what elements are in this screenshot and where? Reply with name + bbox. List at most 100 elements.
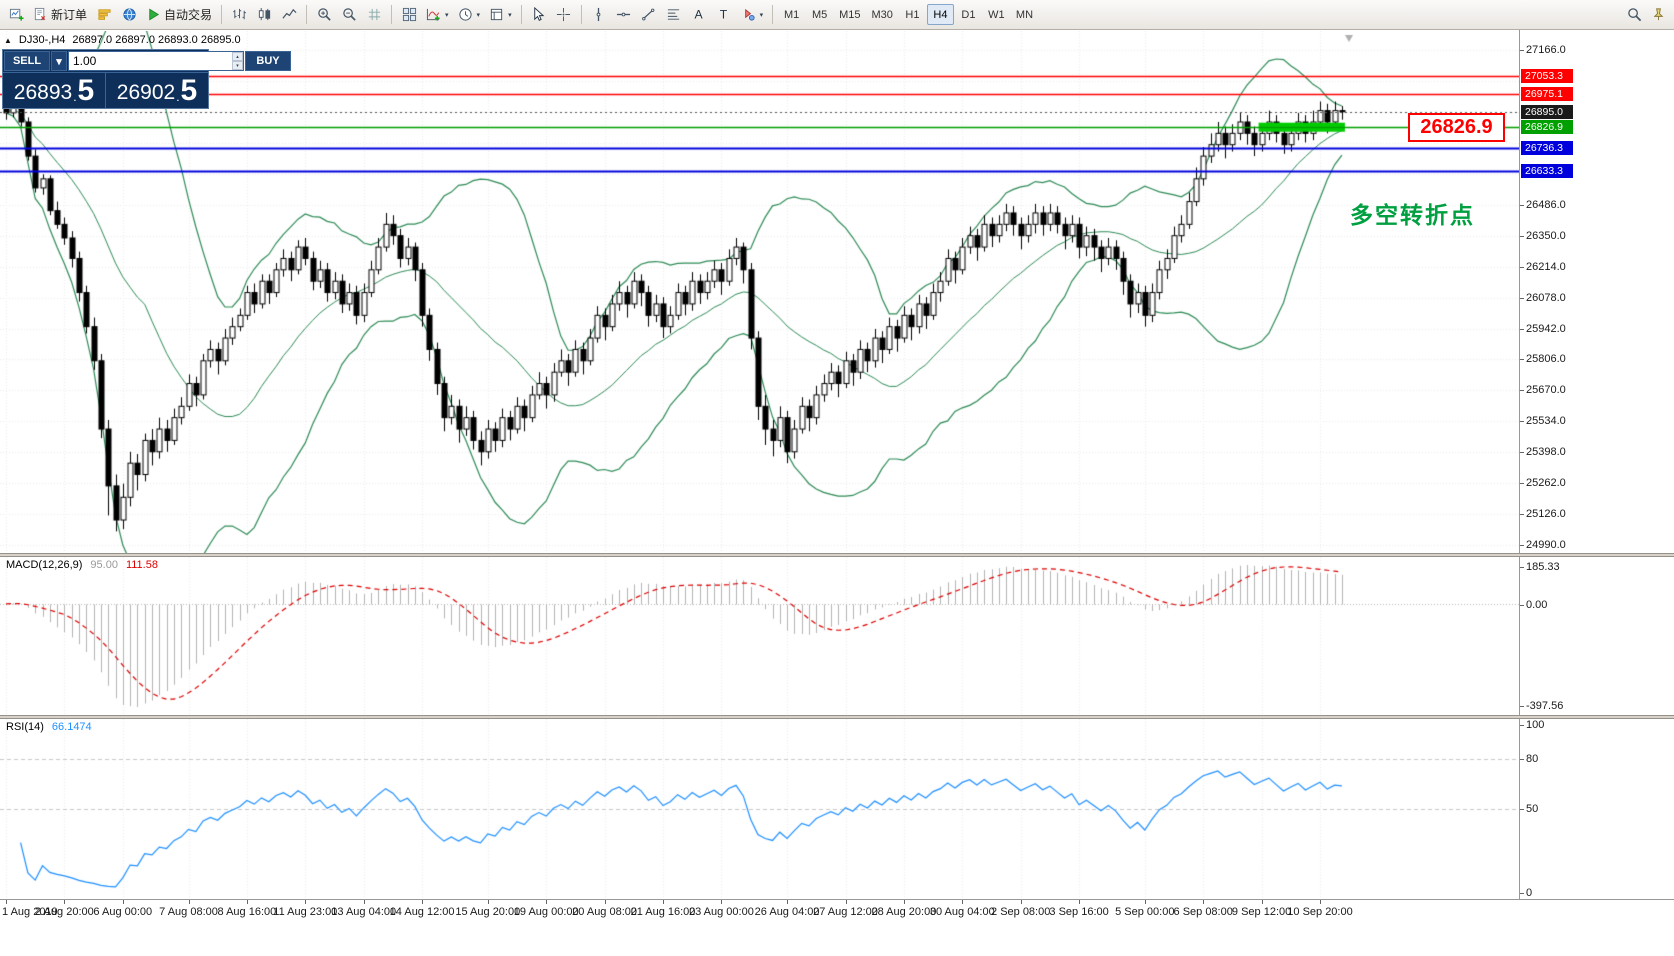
buy-price[interactable]: 26902. 5 [105,73,208,108]
volume-down-button[interactable]: ▾ [232,61,243,70]
toolbar-community-button[interactable] [117,3,141,27]
macd-panel-canvas[interactable] [0,557,1519,715]
price-level-badge: 26736.3 [1521,140,1573,155]
price-tick: 26214.0 [1520,260,1566,273]
time-label: 6 Aug 00:00 [93,906,153,918]
time-tick [364,900,365,904]
toolbar-crosshair-button[interactable] [552,3,576,27]
timeframe-m1-button[interactable]: M1 [778,4,805,25]
toolbar-text-label-button[interactable]: T [712,3,736,27]
timeframe-m5-button[interactable]: M5 [806,4,833,25]
toolbar-indicators-button[interactable]: ▾ [422,3,453,27]
toolbar-vertical-line-button[interactable] [587,3,611,27]
timeframe-d1-button[interactable]: D1 [955,4,982,25]
price-level-badge: 26633.3 [1521,164,1573,179]
volume-up-button[interactable]: ▴ [232,52,243,61]
main-chart-canvas[interactable] [0,31,1519,553]
price-tick: 26350.0 [1520,229,1566,242]
toolbar-bar-chart-mode-button[interactable] [227,3,251,27]
toolbar-horizontal-line-button[interactable] [612,3,636,27]
order-type-dropdown[interactable]: ▾ [51,51,67,71]
price-tick: 25942.0 [1520,322,1566,335]
time-tick [787,900,788,904]
sell-price-frac: 5 [77,74,95,107]
grid-toggle-icon [368,8,380,21]
toolbar-separator [580,5,582,24]
time-label: 30 Aug 04:00 [929,906,995,918]
rsi-panel-canvas[interactable] [0,719,1519,899]
fibonacci-icon [667,9,680,20]
time-tick [904,900,905,904]
rsi-name: RSI(14) [6,721,44,733]
toolbar-candle-chart-mode-button[interactable] [252,3,276,27]
time-tick [422,900,423,904]
time-axis[interactable]: 1 Aug 2019 2 Aug 20:00 6 Aug 00:00 7 Aug 08… [0,899,1674,925]
time-tick [846,900,847,904]
toolbar-zoom-out-button[interactable] [337,3,361,27]
price-tick: 25806.0 [1520,353,1566,366]
price-tick: 25126.0 [1520,508,1566,521]
buy-button[interactable]: BUY [245,51,291,71]
timeframe-m15-button[interactable]: M15 [834,4,865,25]
price-tick: 27166.0 [1520,44,1566,57]
panel-separator[interactable] [0,553,1674,557]
toolbar-line-chart-mode-button[interactable] [277,3,301,27]
one-click-collapse-icon[interactable]: ▲ [4,35,12,45]
crosshair-icon [557,7,571,22]
volume-spinner: ▴ ▾ [232,52,243,70]
toolbar-zoom-in-button[interactable] [312,3,336,27]
periods-icon [458,8,472,21]
turning-point-annotation[interactable]: 多空转折点 [1350,202,1475,228]
toolbar-text-button[interactable]: A [687,3,711,27]
time-tick [605,900,606,904]
buy-price-int: 26902 [116,81,176,104]
time-label: 27 Aug 12:00 [813,906,878,918]
time-label: 2 Aug 20:00 [35,906,94,918]
bar-chart-mode-icon [232,8,246,20]
toolbar-new-order-button[interactable]: 新订单 [29,3,91,27]
shapes-icon [744,8,755,21]
toolbar-trendline-button[interactable] [637,3,661,27]
price-tick: 25398.0 [1520,446,1566,459]
candle-chart-mode-icon [258,7,270,21]
text-label-icon: T [720,8,728,22]
toolbar: 新订单 自动交易 ▾ ▾ ▾ A T ▾ M1 M5 M15 M30 H1 H4 D1 W1 MN [0,0,1674,30]
time-label: 21 Aug 16:00 [630,906,696,918]
price-level-badge: 26975.1 [1521,86,1573,101]
price-annotation-box[interactable]: 26826.9 [1408,113,1505,142]
sell-button[interactable]: SELL [4,51,50,71]
toolbar-button-label: 自动交易 [164,8,213,22]
sell-price[interactable]: 26893. 5 [3,73,105,108]
toolbar-tile-windows-button[interactable] [397,3,421,27]
pin-panel-icon [1653,8,1663,21]
toolbar-grid-toggle-button[interactable] [362,3,386,27]
cursor-icon [534,7,545,21]
toolbar-cursor-button[interactable] [527,3,551,27]
vertical-line-icon [596,7,601,22]
toolbar-periods-button[interactable]: ▾ [454,3,485,27]
toolbar-shapes-button[interactable]: ▾ [737,3,768,27]
timeframe-h1-button[interactable]: H1 [899,4,926,25]
timeframe-h4-button[interactable]: H4 [926,4,954,25]
panel-separator[interactable] [0,715,1674,719]
toolbar-search-button[interactable] [1622,3,1646,27]
svg-text:T: T [720,8,728,22]
timeframe-m30-button[interactable]: M30 [867,4,898,25]
toolbar-fibonacci-button[interactable] [662,3,686,27]
toolbar-auto-trading-button[interactable]: 自动交易 [142,3,216,27]
horizontal-line-icon [617,12,631,17]
timeframe-mn-button[interactable]: MN [1011,4,1038,25]
tile-windows-icon [402,7,416,22]
toolbar-pin-panel-button[interactable] [1646,3,1670,27]
timeframe-w1-button[interactable]: W1 [983,4,1010,25]
volume-field: ▴ ▾ [68,51,244,71]
price-tick: 25534.0 [1520,415,1566,428]
toolbar-market-depth-button[interactable] [92,3,116,27]
toolbar-templates-button[interactable]: ▾ [485,3,516,27]
indicators-icon [426,8,440,21]
price-axis[interactable]: 185.33 0.00 -397.56 27166.0 26486.0 26350.… [1519,30,1674,899]
volume-input[interactable] [69,52,232,70]
community-icon [122,8,136,21]
time-tick [1145,900,1146,904]
toolbar-new-chart-button[interactable] [4,3,28,27]
